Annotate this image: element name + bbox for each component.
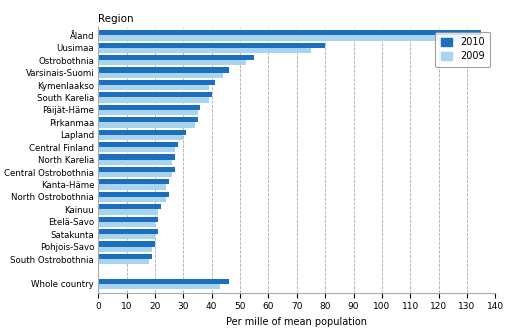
Bar [99, 129, 186, 135]
Bar [99, 247, 152, 252]
Bar [99, 142, 178, 147]
Bar [99, 284, 220, 289]
Bar [99, 72, 223, 78]
Bar [99, 197, 167, 202]
Bar [99, 184, 167, 190]
Bar [99, 43, 325, 48]
Bar [99, 85, 209, 90]
Bar [99, 209, 158, 214]
Bar [99, 117, 198, 122]
Bar [99, 30, 481, 35]
Bar [99, 68, 229, 72]
Bar [99, 234, 155, 239]
Bar [99, 167, 175, 172]
Bar [99, 110, 198, 115]
Bar [99, 105, 200, 110]
X-axis label: Per mille of mean population: Per mille of mean population [226, 317, 367, 327]
Bar [99, 160, 172, 165]
Bar [99, 279, 229, 284]
Bar [99, 179, 169, 184]
Bar [99, 216, 158, 222]
Bar [99, 55, 255, 60]
Bar [99, 222, 155, 227]
Bar [99, 92, 212, 97]
Bar [99, 204, 161, 209]
Bar [99, 35, 467, 41]
Bar [99, 172, 172, 177]
Bar [99, 97, 209, 103]
Bar [99, 147, 175, 152]
Bar [99, 241, 155, 247]
Bar [99, 80, 214, 85]
Bar [99, 192, 169, 197]
Bar [99, 259, 149, 264]
Bar [99, 229, 158, 234]
Bar [99, 135, 183, 140]
Text: Region: Region [99, 14, 134, 24]
Bar [99, 48, 311, 53]
Legend: 2010, 2009: 2010, 2009 [435, 31, 490, 67]
Bar [99, 122, 195, 127]
Bar [99, 154, 175, 160]
Bar [99, 254, 152, 259]
Bar [99, 60, 246, 66]
